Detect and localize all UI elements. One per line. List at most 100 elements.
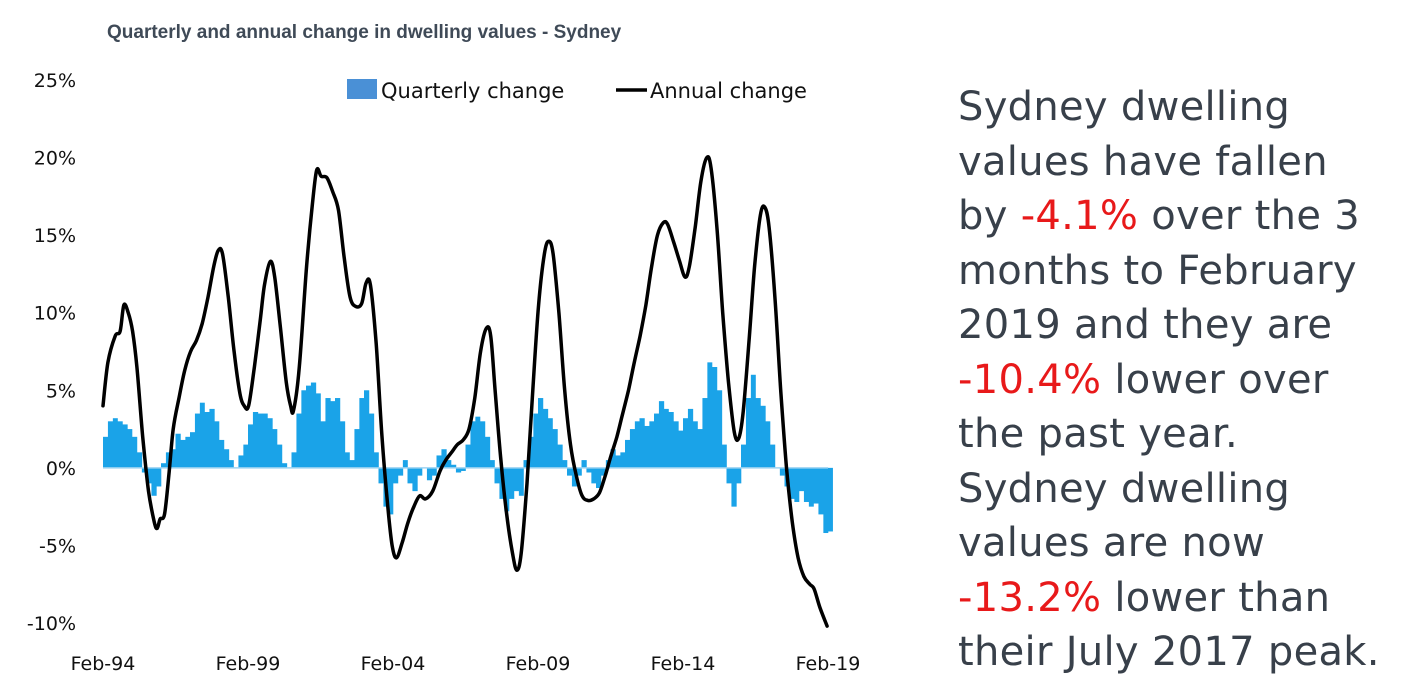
quarterly-bar [417, 467, 423, 476]
quarterly-bar [813, 467, 819, 504]
quarterly-bar [480, 421, 486, 468]
quarterly-bar [310, 382, 317, 468]
quarterly-bar [470, 421, 476, 468]
quarterly-bar [132, 436, 138, 468]
quarterly-bar [760, 405, 766, 468]
quarterly-bar [755, 398, 761, 468]
quarterly-bar [296, 413, 302, 468]
quarterly-bar [779, 467, 785, 476]
commentary-line: by -4.1% over the 3 [958, 189, 1418, 244]
quarterly-bar [112, 418, 118, 468]
quarterly-bar [789, 467, 795, 499]
quarterly-bar [320, 421, 326, 468]
quarterly-bar [808, 467, 814, 507]
quarterly-bar [393, 467, 399, 484]
y-tick-label: 25% [34, 70, 76, 92]
quarterly-bar [219, 439, 225, 468]
y-tick-label: -5% [39, 535, 76, 557]
quarterly-bar [716, 390, 723, 468]
commentary-segment: by [958, 193, 1021, 239]
quarterly-bar [750, 374, 756, 468]
quarterly-bar [620, 452, 626, 468]
quarterly-bar [378, 467, 384, 484]
commentary-text: Sydney dwelling values have fallen by -4.1… [958, 80, 1418, 680]
x-tick-label: Feb-14 [651, 653, 716, 675]
quarterly-bar [146, 467, 152, 484]
quarterly-bar [799, 467, 805, 492]
quarterly-bar [344, 452, 350, 468]
quarterly-bar [185, 436, 191, 468]
x-tick-label: Feb-19 [796, 653, 861, 675]
quarterly-bar [426, 467, 433, 481]
commentary-segment: Sydney dwelling [958, 84, 1291, 130]
quarterly-bar [161, 463, 167, 468]
quarterly-bar [673, 421, 679, 468]
quarterly-bar [359, 398, 365, 468]
quarterly-bar [127, 429, 133, 468]
quarterly-bar [175, 433, 181, 468]
quarterly-bar [528, 436, 534, 468]
quarterly-bar [484, 436, 491, 468]
quarterly-bar [644, 425, 650, 468]
quarterly-bar [248, 424, 254, 468]
quarterly-bar [547, 418, 553, 468]
quarterly-bar [301, 390, 307, 468]
quarterly-bar [475, 416, 481, 468]
highlight-figure: -4.1% [1020, 193, 1139, 239]
quarterly-bar [625, 439, 631, 468]
quarterly-bar [668, 412, 674, 468]
quarterly-bar [552, 429, 558, 468]
quarterly-bar [136, 452, 143, 468]
quarterly-bar [281, 463, 288, 468]
quarterly-bar [509, 467, 515, 499]
quarterly-bar [726, 467, 732, 484]
quarterly-bar [741, 444, 747, 468]
quarterly-bar [460, 467, 466, 471]
quarterly-bar [446, 460, 452, 468]
quarterly-bar [339, 421, 346, 468]
quarterly-bar [707, 362, 713, 468]
commentary-segment: months to February [958, 247, 1357, 294]
y-tick-label: 15% [34, 225, 76, 247]
commentary-line: the past year. [958, 407, 1418, 462]
y-tick-label: 20% [34, 148, 76, 170]
quarterly-bar [615, 455, 621, 468]
quarterly-bar [209, 408, 215, 468]
quarterly-bar [170, 449, 176, 468]
quarterly-bar [803, 467, 810, 502]
quarterly-bar [156, 467, 162, 487]
quarterly-bar [721, 444, 727, 468]
commentary-line: -13.2% lower than [958, 571, 1418, 626]
quarterly-bar [765, 421, 771, 468]
quarterly-bar [204, 412, 210, 468]
quarterly-bar [770, 444, 776, 468]
quarterly-bar [306, 385, 312, 468]
quarterly-bar [591, 467, 597, 484]
quarterly-bar [504, 467, 510, 512]
quarterly-bar [702, 398, 708, 468]
quarterly-bar [692, 421, 698, 468]
quarterly-bar [262, 413, 268, 468]
quarterly-bar [228, 460, 234, 468]
quarterly-bar [634, 421, 640, 468]
quarterly-bar [823, 467, 829, 534]
quarterly-bar [683, 418, 689, 468]
quarterly-bar [325, 398, 331, 468]
quarterly-bar [542, 408, 549, 468]
quarterly-bar [194, 413, 201, 468]
commentary-segment: their July 2017 peak. [958, 629, 1380, 675]
quarterly-bar [368, 413, 375, 468]
commentary-line: values have fallen [958, 135, 1418, 190]
quarterly-bar [407, 467, 413, 484]
legend: Quarterly change Annual change [347, 79, 807, 103]
commentary-line: Sydney dwelling [958, 80, 1418, 135]
x-tick-label: Feb-04 [361, 653, 426, 675]
commentary-segment: the past year. [958, 411, 1238, 457]
chart-title: Quarterly and annual change in dwelling … [107, 22, 622, 43]
quarterly-bar [523, 460, 529, 468]
quarterly-bar [576, 467, 582, 476]
quarterly-bar [567, 467, 573, 476]
quarterly-bar [629, 429, 636, 468]
highlight-figure: -10.4% [958, 356, 1102, 403]
quarterly-bar [465, 444, 471, 468]
